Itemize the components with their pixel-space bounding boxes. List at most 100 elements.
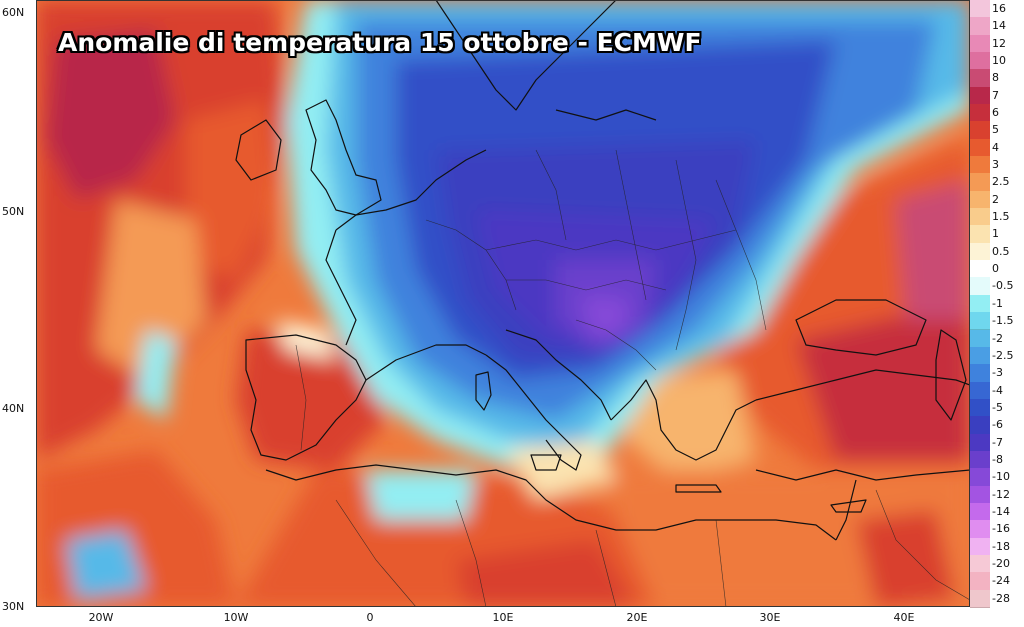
- legend-swatch: [970, 329, 990, 348]
- legend-entry: -1: [970, 294, 1024, 314]
- legend-label: -3: [992, 366, 1003, 380]
- legend-swatch: [970, 121, 990, 140]
- anomaly-map: [36, 0, 970, 607]
- legend-entry: -3: [970, 364, 1024, 383]
- legend-swatch: [970, 433, 990, 452]
- legend-entry: -8: [970, 450, 1024, 470]
- legend-label: -6: [992, 418, 1003, 432]
- legend-swatch: [970, 450, 990, 470]
- legend-label: 2.5: [992, 175, 1010, 189]
- legend-label: 16: [992, 2, 1006, 15]
- legend-swatch: [970, 572, 990, 591]
- legend-entry: 12: [970, 34, 1024, 53]
- legend-label: 3: [992, 158, 999, 172]
- legend-label: 7: [992, 88, 999, 102]
- legend-entry: -2.5: [970, 346, 1024, 366]
- lon-label-40e: 40E: [893, 611, 915, 624]
- lon-label-20w: 20W: [88, 611, 114, 624]
- legend-swatch: [970, 277, 990, 296]
- lon-label-20e: 20E: [626, 611, 648, 624]
- legend-entry: 2: [970, 190, 1024, 210]
- lon-label-10e: 10E: [492, 611, 514, 624]
- legend-label: 1: [992, 227, 999, 241]
- legend-swatch: [970, 520, 990, 539]
- legend-entry: 5: [970, 121, 1024, 140]
- legend-swatch: [970, 468, 990, 487]
- borders: [295, 149, 970, 607]
- legend-swatch: [970, 502, 990, 522]
- legend-label: 12: [992, 36, 1006, 50]
- legend-entry: -2: [970, 329, 1024, 348]
- legend-swatch: [970, 312, 990, 331]
- legend-swatch: [970, 346, 990, 366]
- legend-entry: 2.5: [970, 173, 1024, 192]
- legend-swatch: [970, 138, 990, 158]
- legend-swatch: [970, 416, 990, 435]
- lon-label-30e: 30E: [759, 611, 781, 624]
- legend-label: 10: [992, 54, 1006, 68]
- legend-entry: 1: [970, 225, 1024, 244]
- legend-label: -2: [992, 331, 1003, 345]
- legend-swatch: [970, 381, 990, 400]
- legend-label: -18: [992, 539, 1010, 553]
- legend-swatch: [970, 554, 990, 574]
- legend-label: -24: [992, 574, 1010, 588]
- legend-swatch: [970, 537, 990, 556]
- legend-label: -12: [992, 487, 1010, 501]
- legend-swatch: [970, 260, 990, 279]
- legend-entry: -28: [970, 589, 1024, 608]
- legend-label: -2.5: [992, 348, 1014, 362]
- legend-entry: 14: [970, 17, 1024, 36]
- legend-label: 8: [992, 71, 999, 85]
- legend-swatch: [970, 190, 990, 210]
- legend-swatch: [970, 225, 990, 244]
- legend-label: 0: [992, 262, 999, 276]
- lat-label-30n: 30N: [2, 600, 25, 613]
- legend-entry: -6: [970, 416, 1024, 435]
- legend-swatch: [970, 173, 990, 192]
- legend-swatch: [970, 86, 990, 106]
- legend-label: -1.5: [992, 314, 1014, 328]
- legend-entry: 1.5: [970, 208, 1024, 227]
- legend-entry: 3: [970, 156, 1024, 175]
- legend-label: -28: [992, 591, 1010, 605]
- lon-label-0: 0: [366, 611, 374, 624]
- legend-swatch: [970, 485, 990, 504]
- map-canvas: [36, 0, 970, 607]
- legend-swatch: [970, 398, 990, 418]
- legend-entry: -20: [970, 554, 1024, 574]
- legend-label: -4: [992, 383, 1003, 397]
- legend-label: -5: [992, 400, 1003, 414]
- legend-swatch: [970, 242, 990, 262]
- legend-entry: 0: [970, 260, 1024, 279]
- legend-label: 14: [992, 19, 1006, 33]
- legend-swatch: [970, 104, 990, 123]
- legend-swatch: [970, 0, 990, 19]
- lat-label-40n: 40N: [2, 402, 25, 415]
- legend-entry: 16: [970, 0, 1024, 19]
- legend-label: -14: [992, 504, 1010, 518]
- legend-entry: -24: [970, 572, 1024, 591]
- legend-label: -10: [992, 470, 1010, 484]
- map-title: Anomalie di temperatura 15 ottobre - ECM…: [58, 28, 702, 57]
- legend-swatch: [970, 69, 990, 88]
- legend-entry: 8: [970, 69, 1024, 88]
- lon-label-10w: 10W: [223, 611, 249, 624]
- legend-swatch: [970, 364, 990, 383]
- legend-entry: -1.5: [970, 312, 1024, 331]
- legend-swatch: [970, 52, 990, 71]
- legend-swatch: [970, 34, 990, 53]
- legend-entry: -4: [970, 381, 1024, 400]
- legend-swatch: [970, 156, 990, 175]
- coastlines: [235, 0, 970, 541]
- legend-entry: 10: [970, 52, 1024, 71]
- legend-entry: -10: [970, 468, 1024, 487]
- legend-swatch: [970, 17, 990, 36]
- lat-label-60n: 60N: [2, 6, 25, 19]
- legend-entry: -14: [970, 502, 1024, 522]
- legend-label: -7: [992, 435, 1003, 449]
- legend-label: -20: [992, 556, 1010, 570]
- legend-label: 6: [992, 106, 999, 120]
- legend-entry: -16: [970, 520, 1024, 539]
- legend-label: -16: [992, 522, 1010, 536]
